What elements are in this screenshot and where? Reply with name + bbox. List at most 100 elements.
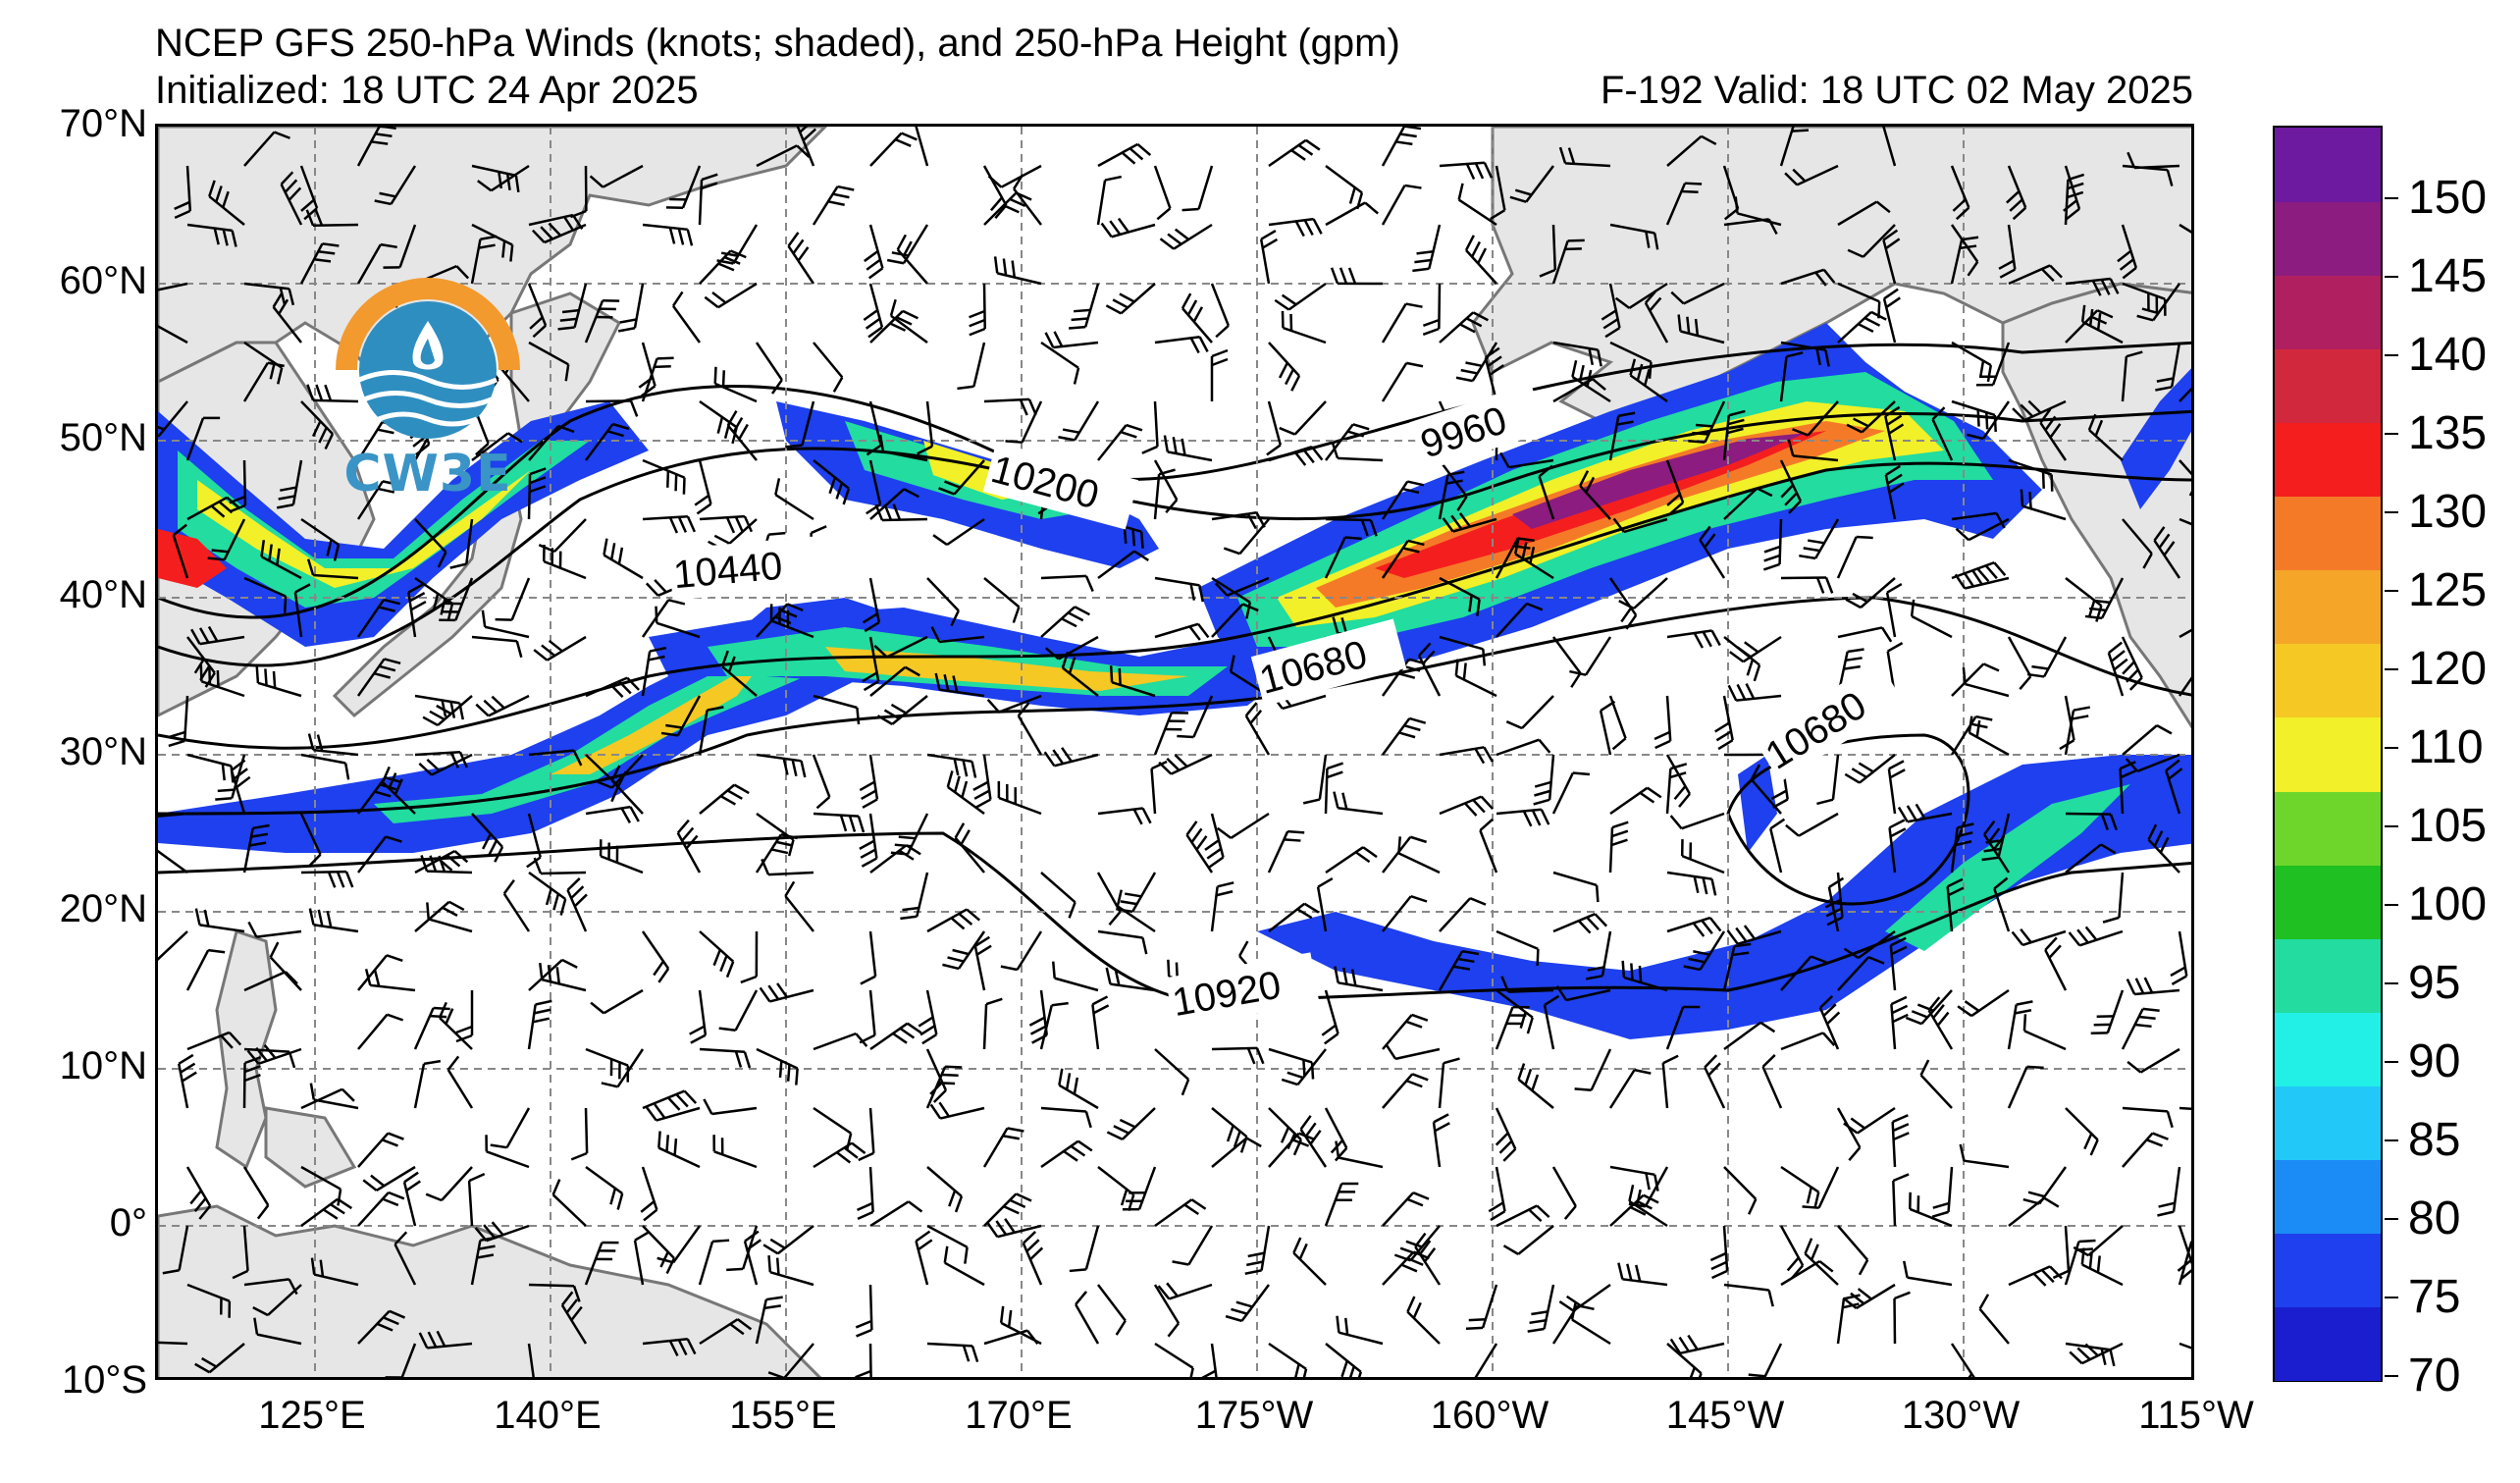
wind-barb: [1325, 1343, 1363, 1377]
wind-barb: [168, 695, 189, 748]
wind-barb: [2102, 872, 2125, 924]
colorbar-segment: [2275, 1158, 2381, 1234]
wind-barb: [495, 577, 531, 621]
wind-barb: [756, 753, 807, 778]
wind-barb: [1891, 1114, 1910, 1168]
wind-barb: [299, 242, 340, 285]
wind-barb: [1905, 989, 1953, 1026]
wind-barb: [1950, 236, 1979, 285]
wind-barb: [1967, 400, 2011, 441]
wind-barb: [982, 997, 1003, 1050]
wind-barb: [1105, 967, 1156, 992]
wind-barb: [2064, 706, 2091, 756]
colorbar-segment: [2275, 569, 2381, 645]
wind-barb: [1069, 283, 1100, 330]
wind-barb: [1266, 400, 1283, 456]
wind-barb: [1105, 283, 1156, 315]
wind-barb: [889, 298, 928, 344]
wind-barb: [300, 870, 354, 888]
wind-barb: [470, 1236, 498, 1286]
wind-barb: [699, 249, 747, 285]
wind-barb: [860, 930, 877, 985]
wind-barb: [642, 515, 696, 534]
wind-barb: [1153, 1284, 1181, 1338]
colorbar-tick: [2385, 1061, 2398, 1063]
wind-barb: [1539, 224, 1557, 278]
wind-barb: [914, 127, 929, 167]
wind-barb: [1382, 835, 1427, 874]
wind-barb: [232, 1225, 249, 1280]
wind-barb: [1843, 1106, 1896, 1135]
wind-barb: [1903, 1260, 1953, 1287]
wind-barb: [557, 283, 588, 331]
wind-barb: [932, 517, 985, 547]
wind-barb: [243, 282, 295, 306]
wind-barb: [247, 921, 302, 938]
wind-barb: [255, 665, 302, 698]
wind-barb: [1397, 836, 1441, 874]
wind-barb: [1153, 459, 1179, 514]
wind-barb: [1422, 283, 1442, 336]
wind-barb: [1882, 229, 1901, 285]
wind-barb: [1887, 760, 1906, 815]
wind-barb: [1780, 1032, 1836, 1051]
wind-barb: [1330, 267, 1384, 286]
wind-barb: [1382, 894, 1428, 932]
chart-title: NCEP GFS 250-hPa Winds (knots; shaded), …: [155, 22, 1400, 65]
wind-barb: [243, 576, 288, 613]
wind-barb: [943, 1245, 985, 1287]
wind-barb: [1502, 1225, 1554, 1255]
wind-barb: [866, 459, 882, 515]
wind-barb: [2126, 977, 2180, 996]
wind-barb: [1382, 1192, 1430, 1227]
wind-barb: [1837, 626, 1893, 643]
wind-barb: [590, 988, 644, 1015]
wind-barb: [471, 432, 523, 461]
wind-barb: [1457, 183, 1497, 227]
wind-barb: [383, 224, 417, 269]
wind-barb: [1097, 807, 1152, 825]
wind-barb: [2008, 1265, 2063, 1287]
wind-barb: [699, 399, 738, 445]
wind-barb: [1414, 1232, 1442, 1286]
wind-barb: [300, 1197, 353, 1228]
wind-barb: [767, 1343, 814, 1377]
wind-barb: [2125, 753, 2180, 772]
wind-barb: [983, 397, 1037, 416]
wind-barb: [158, 400, 188, 438]
wind-barb: [1154, 622, 1210, 641]
wind-barb: [1268, 342, 1301, 392]
wind-barb: [306, 558, 359, 580]
wind-barb: [1058, 400, 1100, 442]
wind-barb: [1677, 314, 1725, 344]
wind-barb: [1039, 1001, 1069, 1050]
wind-barb: [1040, 1106, 1092, 1129]
wind-barb: [1150, 760, 1168, 815]
wind-barb: [308, 908, 359, 933]
wind-barb: [1116, 872, 1157, 914]
wind-barb: [641, 646, 667, 697]
wind-barb: [1292, 1237, 1327, 1286]
wind-barb: [1723, 487, 1773, 520]
wind-barb: [455, 990, 474, 1043]
cw3e-logo-icon: [336, 278, 520, 439]
wind-barb: [1381, 127, 1422, 167]
wind-barb: [1827, 876, 1845, 932]
cw3e-logo: CW3E: [325, 262, 531, 507]
wind-barb: [767, 1255, 814, 1287]
wind-barb: [1325, 423, 1370, 461]
wind-barb: [407, 583, 427, 638]
colorbar-segment: [2275, 937, 2381, 1013]
wind-barb: [2065, 812, 2118, 831]
wind-barb: [642, 1338, 697, 1356]
wind-barb: [1533, 754, 1555, 806]
wind-barb: [699, 1318, 753, 1346]
wind-barb: [528, 958, 578, 991]
wind-barb: [1845, 577, 1896, 609]
wind-barb: [1210, 283, 1231, 339]
wind-barb: [253, 1317, 302, 1346]
wind-barb: [364, 968, 416, 992]
wind-barb: [2008, 458, 2054, 492]
wind-barb: [2073, 1225, 2124, 1257]
lon-label-115w: 115°W: [2138, 1394, 2254, 1437]
